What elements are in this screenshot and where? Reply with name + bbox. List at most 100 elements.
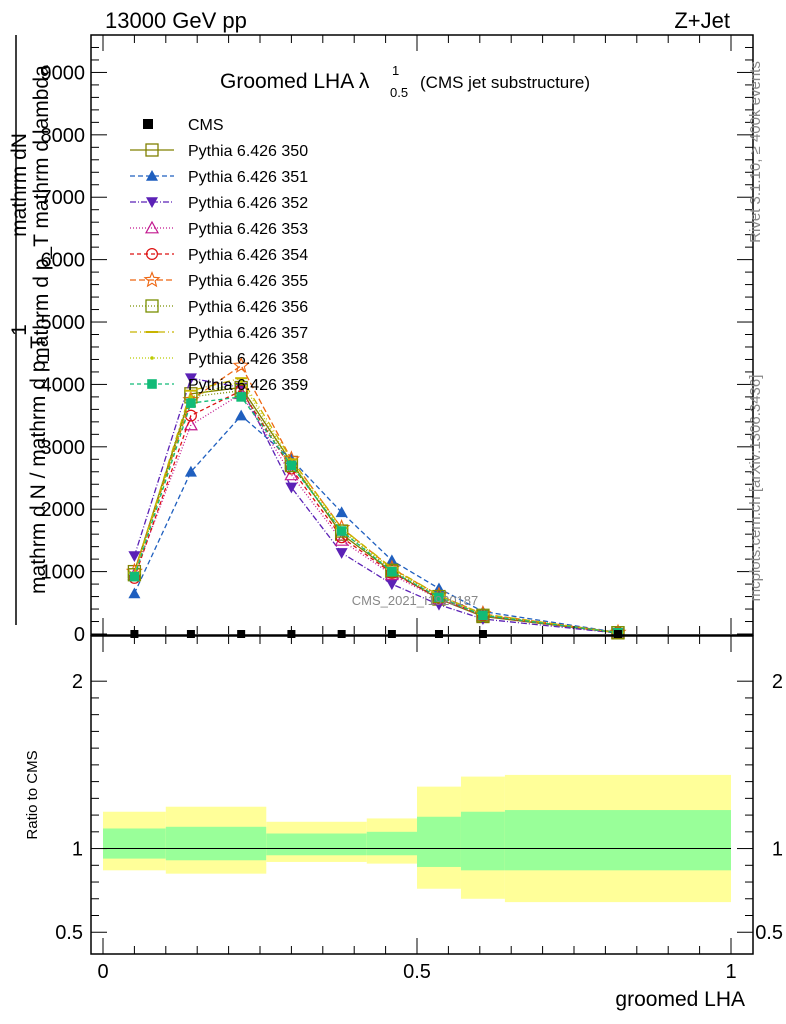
title-subscript: 0.5	[390, 85, 408, 100]
legend-entry: Pythia 6.426 359	[130, 377, 308, 394]
ratio-panel: 0.5 0.5 1 1 2 2 0 0.5 1	[55, 635, 783, 983]
title-text: Groomed LHA λ	[220, 70, 370, 93]
x-tick-label: 1	[725, 961, 736, 983]
uncertainty-band-inner	[460, 811, 505, 871]
legend-label: Pythia 6.426 357	[188, 325, 308, 342]
legend-label: Pythia 6.426 353	[188, 221, 308, 238]
legend-label: Pythia 6.426 354	[188, 247, 308, 264]
uncertainty-band-inner	[103, 828, 166, 859]
legend-label: Pythia 6.426 351	[188, 169, 308, 186]
legend-label: Pythia 6.426 356	[188, 299, 308, 316]
y-tick-label: 0	[74, 624, 85, 646]
y-label-line3: mathrm d N / mathrm d p_T	[27, 336, 50, 594]
legend-label: Pythia 6.426 352	[188, 195, 308, 212]
legend-swatch	[146, 248, 159, 261]
series-point	[335, 506, 348, 518]
y-label-line2: mathrm d p_T mathrm d lambda	[30, 65, 53, 365]
legend-entry: Pythia 6.426 357	[130, 325, 308, 342]
series-point	[239, 379, 243, 384]
uncertainty-band-inner	[504, 810, 731, 871]
uncertainty-band-inner	[165, 826, 267, 861]
series-point	[184, 465, 197, 477]
y-tick-label: 6000	[41, 250, 86, 272]
plot-title: Groomed LHA λ 1 0.5 (CMS jet substructur…	[220, 63, 590, 100]
uncertainty-band-inner	[366, 831, 417, 856]
uncertainty-band-inner	[417, 816, 461, 867]
series-point	[189, 395, 193, 399]
ratio-frame	[90, 635, 754, 955]
legend-swatch	[150, 356, 154, 360]
series-point	[478, 610, 488, 621]
legend-entry: Pythia 6.426 352	[130, 195, 308, 212]
legend-swatch	[146, 197, 158, 208]
legend-entry: Pythia 6.426 351	[130, 169, 308, 186]
legend-swatch	[143, 119, 153, 129]
cms-data-point	[337, 630, 346, 638]
y-tick-label: 1000	[41, 562, 86, 584]
legend-swatch	[147, 379, 157, 389]
legend-swatch	[143, 271, 161, 288]
series-line	[133, 414, 619, 634]
cms-data-point	[478, 630, 487, 638]
legend: CMS Pythia 6.426 350 Pythia 6.426 351 Pythi…	[130, 117, 308, 394]
legend-label: Pythia 6.426 359	[188, 377, 308, 394]
cms-data	[130, 630, 622, 638]
series-point	[235, 409, 248, 421]
legend-label: Pythia 6.426 358	[188, 351, 308, 368]
title-suffix: (CMS jet substructure)	[420, 73, 590, 92]
series-point	[186, 398, 196, 408]
main-panel: 0 1000 2000 3000 4000 5000 6000 7000 8000 9000 Gr…	[41, 34, 754, 646]
y-tick-label: 9000	[41, 62, 86, 84]
analysis-watermark: CMS_2021_I1920187	[352, 593, 479, 608]
series-point	[128, 551, 141, 563]
y-tick-label: 3000	[41, 437, 86, 459]
legend-entry: CMS	[143, 117, 224, 134]
y-tick-label: 5000	[41, 312, 86, 334]
cms-data-point	[237, 630, 246, 638]
series-point	[434, 592, 444, 602]
process-label: Z+Jet	[674, 8, 730, 33]
y-label-line1: mathrm dN	[8, 133, 31, 237]
legend-swatch	[145, 299, 159, 313]
series-point	[387, 566, 397, 577]
legend-entry: Pythia 6.426 354	[130, 247, 308, 264]
cms-data-point	[186, 630, 195, 638]
ratio-y-tick-label-right: 0.5	[755, 922, 783, 944]
y-tick-label: 8000	[41, 125, 86, 147]
mcplots-label: mcplots.cern.ch [arXiv:1306.3436]	[747, 375, 764, 602]
x-tick-label: 0	[97, 961, 108, 983]
legend-label: Pythia 6.426 355	[188, 273, 308, 290]
ratio-y-tick-label-right: 2	[772, 671, 783, 693]
legend-swatch	[146, 170, 158, 181]
legend-swatch	[145, 143, 159, 157]
uncertainty-band-inner	[266, 833, 367, 856]
series-line	[133, 389, 619, 634]
series-point	[285, 482, 298, 494]
ratio-y-tick-label: 1	[72, 839, 83, 861]
y-label-one: 1	[8, 324, 31, 336]
legend-entry: Pythia 6.426 353	[130, 220, 308, 238]
legend-entry: Pythia 6.426 355	[130, 271, 308, 290]
cms-data-point	[613, 630, 622, 638]
series-point	[184, 373, 197, 385]
series-point	[335, 548, 348, 559]
legend-entry: Pythia 6.426 356	[130, 299, 308, 316]
series-point	[476, 608, 490, 622]
series-point	[129, 571, 140, 582]
title-superscript: 1	[392, 63, 399, 78]
y-axis-label: 1	[8, 35, 31, 625]
legend-entry: Pythia 6.426 358	[130, 351, 308, 368]
series-point	[232, 356, 250, 374]
rivet-version-label: Rivet 3.1.10, ≥ 400k events	[747, 61, 764, 243]
series-point	[385, 579, 398, 591]
series-point	[284, 467, 299, 481]
series-point	[334, 524, 349, 538]
x-tick-label: 0.5	[403, 961, 431, 983]
ratio-y-tick-label: 0.5	[55, 922, 83, 944]
legend-label: CMS	[188, 117, 224, 134]
series-point	[432, 589, 446, 604]
series-point	[236, 392, 246, 402]
energy-label: 13000 GeV pp	[105, 8, 247, 33]
ratio-y-tick-label: 2	[72, 671, 83, 693]
